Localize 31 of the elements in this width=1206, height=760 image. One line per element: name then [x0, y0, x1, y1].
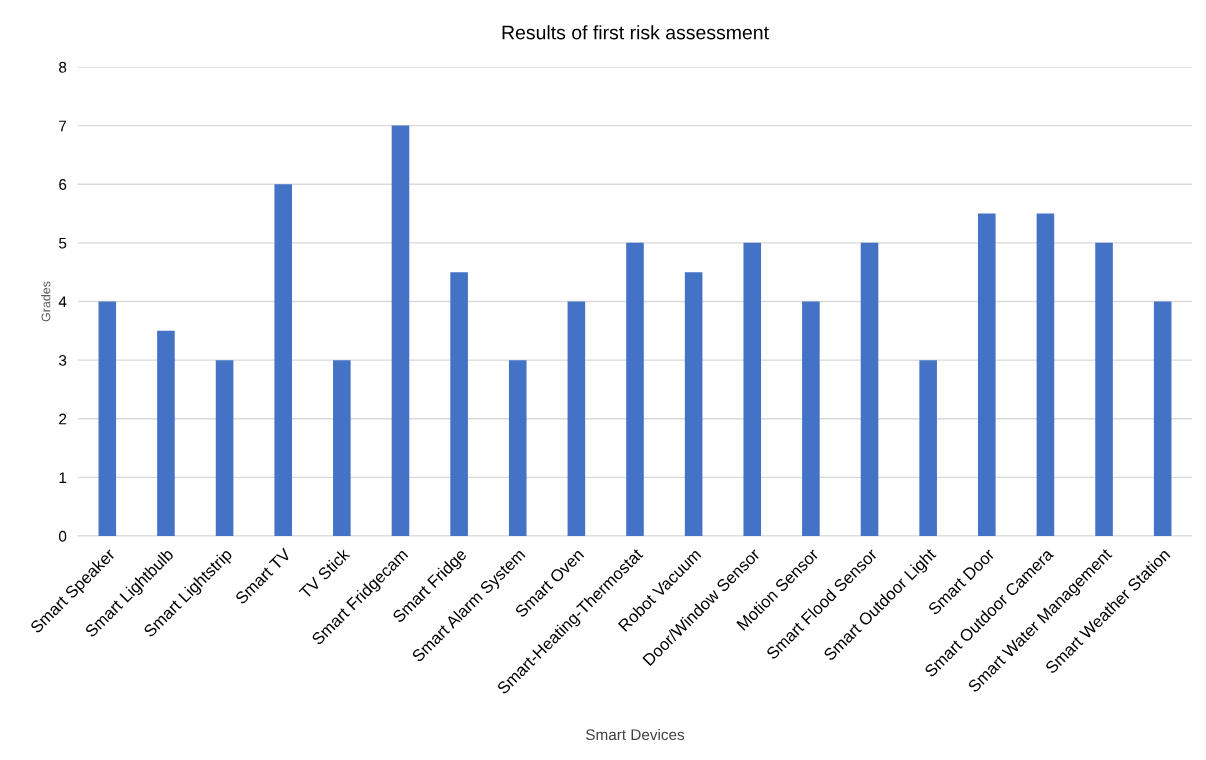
y-tick-label: 3: [58, 354, 67, 366]
bar: [508, 360, 527, 536]
bar: [450, 272, 468, 536]
bar: [743, 242, 762, 536]
bar: [684, 272, 703, 536]
bar: [802, 301, 820, 536]
bar: [919, 360, 937, 536]
y-tick-label: 0: [58, 530, 67, 542]
y-axis-title: Grades: [41, 281, 51, 322]
y-tick-label: 5: [59, 237, 67, 249]
y-tick-label: 1: [59, 472, 67, 483]
bar: [977, 213, 996, 536]
bar: [626, 242, 644, 536]
bar: [333, 360, 351, 536]
y-tick-label: 7: [59, 120, 67, 132]
y-tick-label: 4: [58, 296, 67, 308]
y-tick-label: 6: [59, 179, 67, 190]
bar: [567, 301, 586, 536]
bar: [1153, 301, 1172, 536]
bar: [215, 360, 234, 536]
bar: [860, 242, 879, 536]
bar: [98, 301, 117, 536]
bar: [274, 184, 293, 536]
bar: [1095, 242, 1113, 536]
bar: [1036, 213, 1055, 536]
y-tick-label: 2: [59, 413, 67, 425]
chart-title: Results of first risk assessment: [502, 25, 769, 40]
bar: [157, 330, 175, 536]
y-tick-label: 8: [59, 61, 67, 73]
bar: [391, 125, 410, 536]
x-axis-title: Smart Devices: [586, 728, 685, 741]
